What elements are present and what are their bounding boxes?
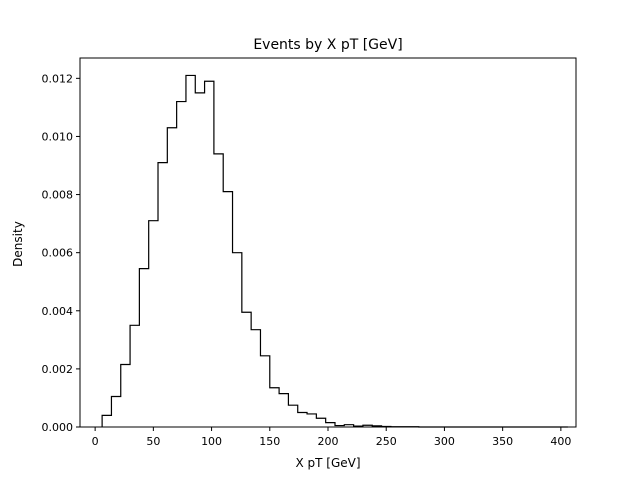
axes-frame: [79, 57, 577, 428]
y-tick-label: 0.008: [42, 189, 74, 202]
y-tick-label: 0.006: [42, 247, 74, 260]
plot-area: 0 50 100 150 200 250 300 350 400 0.000 0.002 0.004 0…: [42, 57, 577, 448]
x-tick-label: 250: [376, 435, 397, 448]
x-tick-label: 300: [434, 435, 455, 448]
x-tick-label: 150: [259, 435, 280, 448]
x-tick-label: 400: [550, 435, 571, 448]
y-tick-label: 0.002: [42, 363, 74, 376]
y-tick-label: 0.012: [42, 72, 74, 85]
y-tick-label: 0.004: [42, 305, 74, 318]
y-tick-label: 0.000: [42, 421, 74, 434]
x-tick-label: 100: [201, 435, 222, 448]
y-axis-label: Density: [11, 221, 25, 267]
x-tick-label: 350: [492, 435, 513, 448]
chart-title: Events by X pT [GeV]: [253, 37, 402, 53]
x-axis-label: X pT [GeV]: [295, 456, 360, 470]
x-tick-label: 200: [318, 435, 339, 448]
y-tick-label: 0.010: [42, 130, 74, 143]
x-tick-label: 0: [92, 435, 99, 448]
x-tick-label: 50: [146, 435, 160, 448]
